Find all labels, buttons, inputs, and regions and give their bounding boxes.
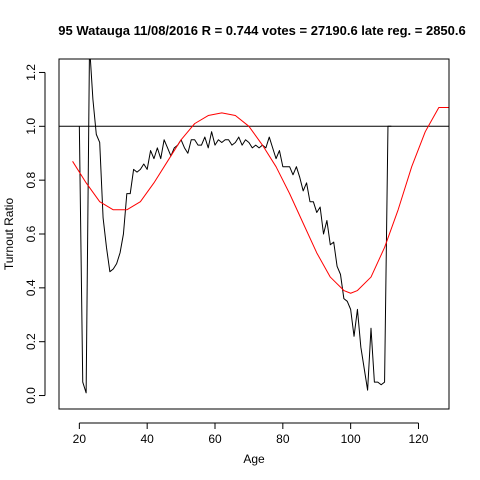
x-tick-label: 40 bbox=[140, 432, 154, 446]
chart-title: 95 Watauga 11/08/2016 R = 0.744 votes = … bbox=[58, 23, 466, 38]
plot-box bbox=[58, 58, 450, 410]
x-tick-label: 100 bbox=[341, 432, 361, 446]
x-tick-label: 20 bbox=[73, 432, 87, 446]
y-tick-label: 1.0 bbox=[24, 118, 38, 135]
x-axis-label: Age bbox=[243, 452, 265, 466]
y-tick-label: 0.6 bbox=[24, 225, 38, 242]
y-axis-label: Turnout Ratio bbox=[2, 198, 16, 271]
series-group bbox=[59, 59, 449, 394]
x-tick-label: 120 bbox=[408, 432, 428, 446]
axes: 20 40 60 80 100 120 0.0 0.2 0.4 0.6 0.8 1.0 1.2 bbox=[24, 58, 450, 446]
plot-area bbox=[59, 59, 449, 394]
y-tick-label: 0.4 bbox=[24, 279, 38, 296]
x-tick-label: 80 bbox=[276, 432, 290, 446]
y-tick-label: 1.2 bbox=[24, 64, 38, 81]
series-line-1 bbox=[78, 59, 392, 394]
series-line-2 bbox=[72, 106, 449, 294]
y-tick-label: 0.0 bbox=[24, 387, 38, 404]
x-tick-label: 60 bbox=[208, 432, 222, 446]
y-tick-label: 0.2 bbox=[24, 333, 38, 350]
y-tick-label: 0.8 bbox=[24, 171, 38, 188]
